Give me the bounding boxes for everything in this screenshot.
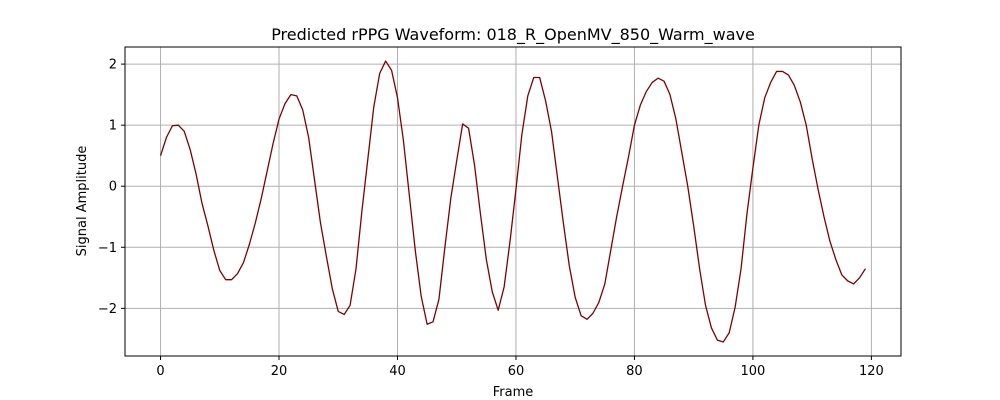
chart-title: Predicted rPPG Waveform: 018_R_OpenMV_85… bbox=[271, 25, 755, 45]
y-tick-label: −1 bbox=[98, 241, 117, 256]
y-tick-label: −2 bbox=[98, 302, 117, 317]
x-tick-label: 0 bbox=[156, 364, 164, 379]
x-tick-label: 120 bbox=[859, 364, 884, 379]
waveform-line bbox=[159, 60, 867, 343]
plot-frame bbox=[124, 46, 902, 357]
axis-ticks: 0 20 40 60 80 100 120 −2 −1 0 1 2 bbox=[98, 58, 884, 379]
x-tick-label: 20 bbox=[271, 364, 288, 379]
y-axis-title: Signal Amplitude bbox=[75, 146, 90, 257]
y-tick-label: 0 bbox=[109, 180, 117, 195]
grid-lines bbox=[125, 47, 901, 356]
x-tick-label: 100 bbox=[740, 364, 765, 379]
y-tick-label: 2 bbox=[109, 58, 117, 73]
x-tick-label: 60 bbox=[508, 364, 525, 379]
y-tick-label: 1 bbox=[109, 119, 117, 134]
series-layer bbox=[159, 60, 867, 343]
x-axis-title: Frame bbox=[493, 385, 534, 400]
x-tick-label: 80 bbox=[626, 364, 643, 379]
x-tick-label: 40 bbox=[389, 364, 406, 379]
